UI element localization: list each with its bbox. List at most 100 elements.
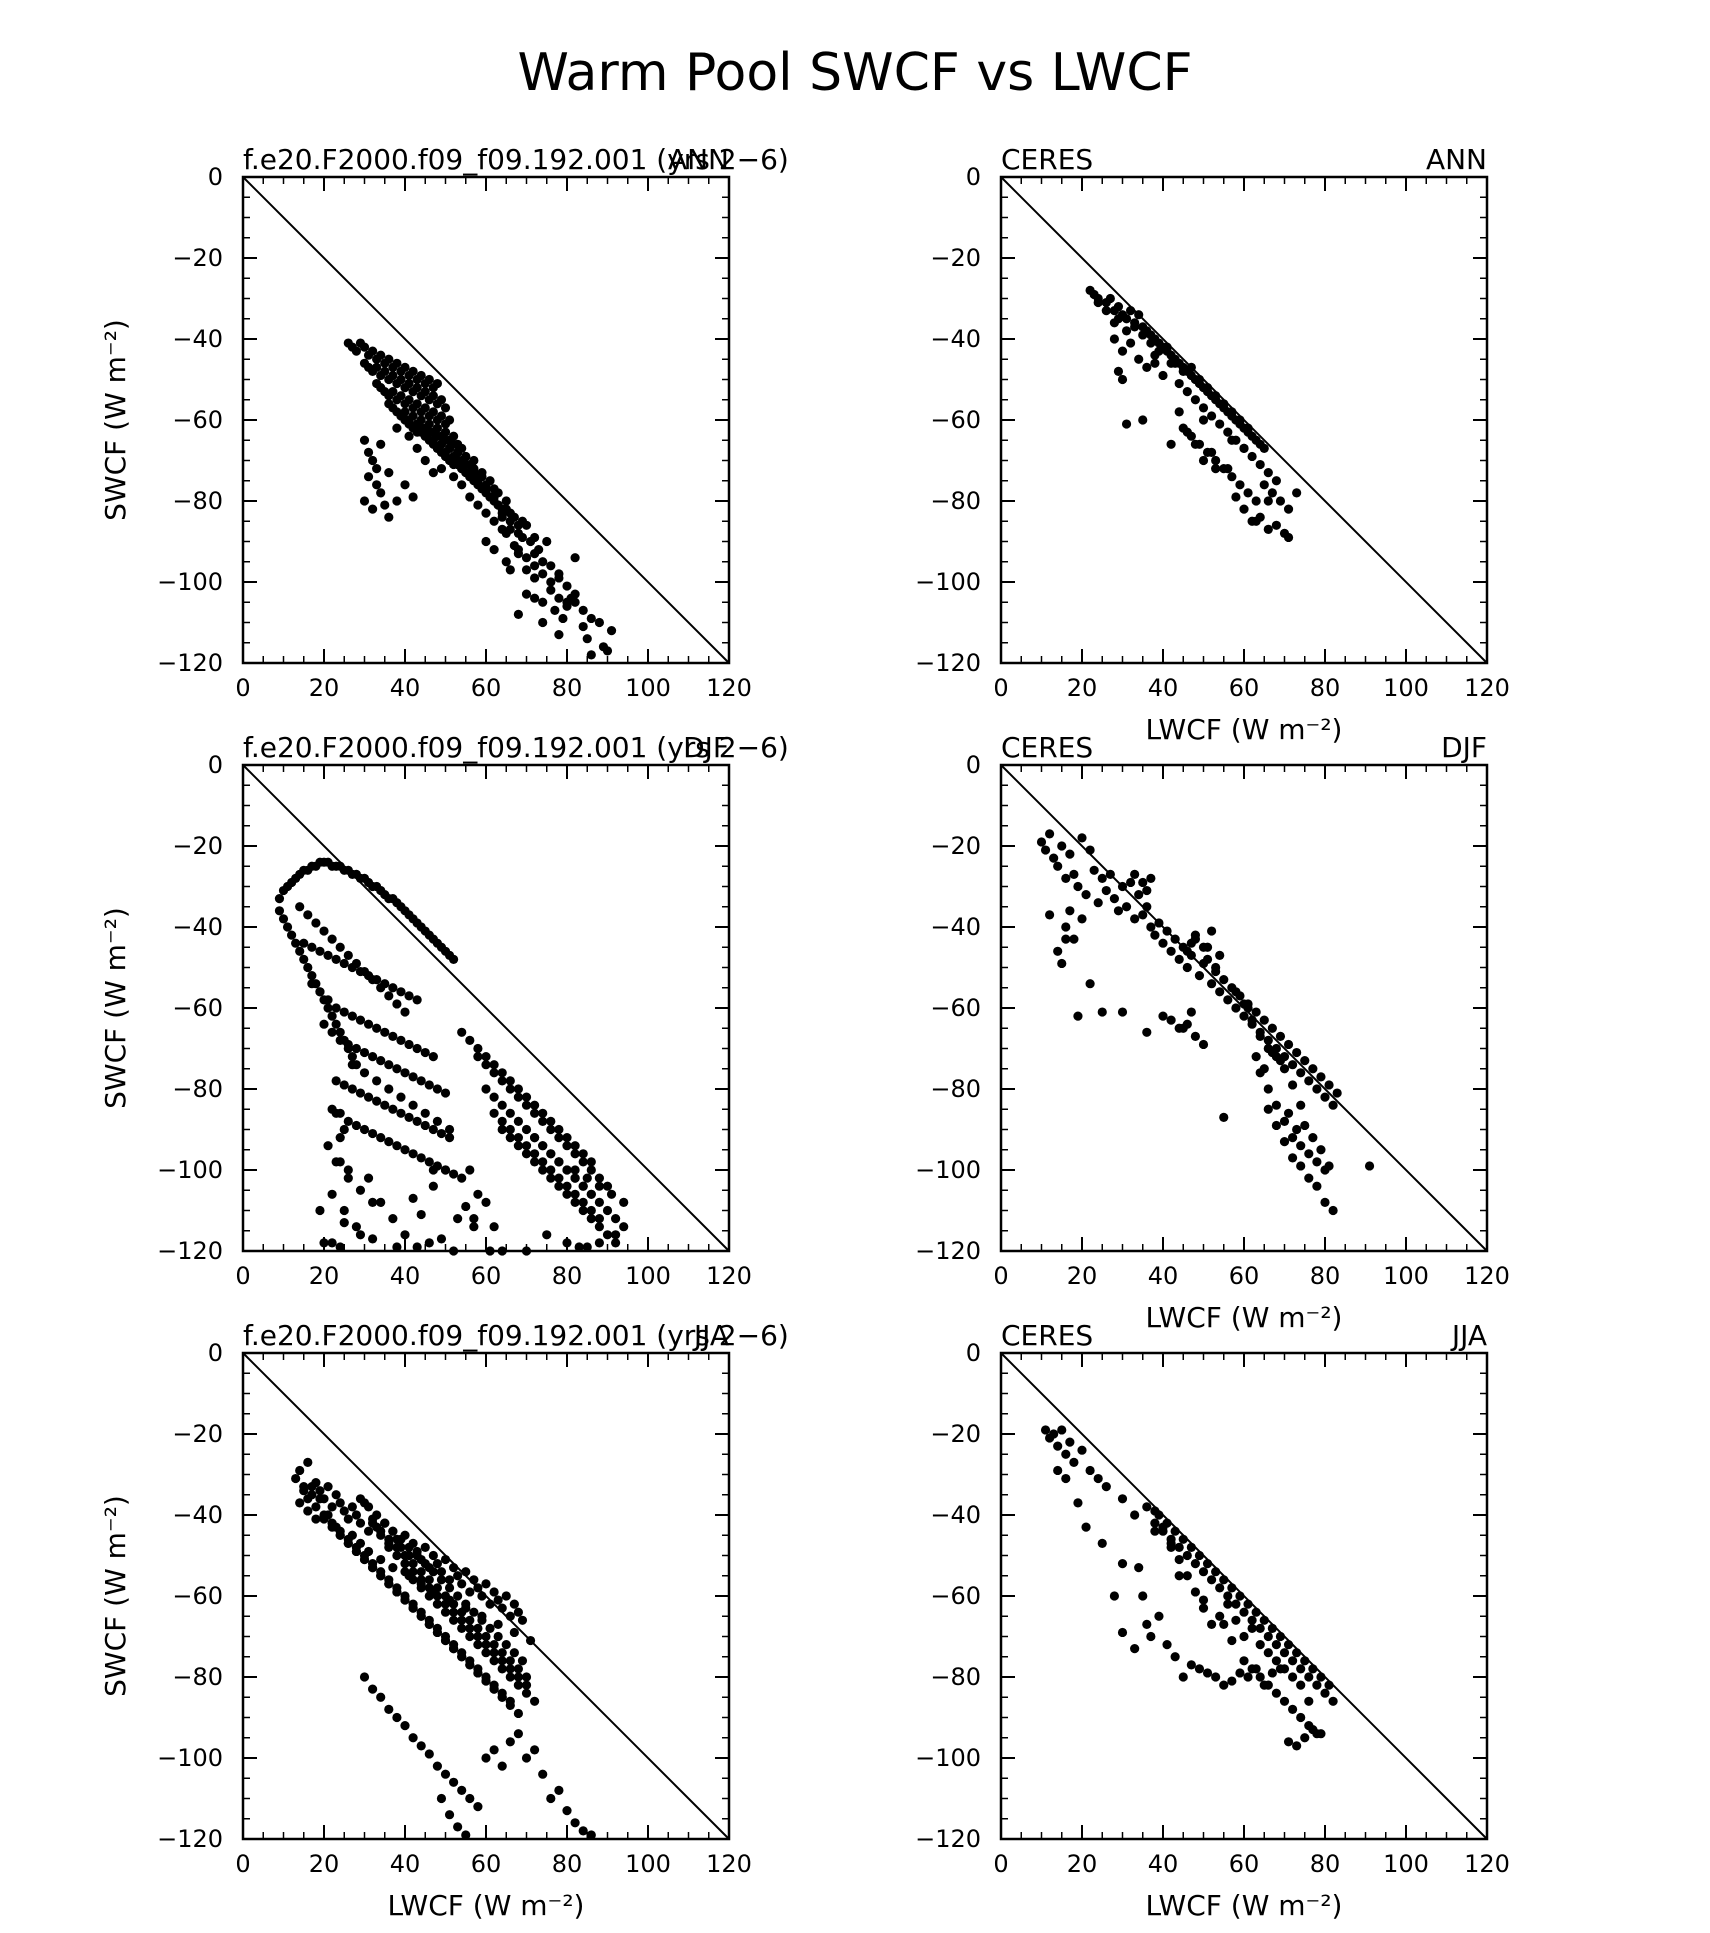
scatter-point [1219, 1680, 1229, 1690]
axis-ticks [242, 764, 730, 1252]
scatter-point [412, 383, 422, 393]
scatter-point [343, 1116, 353, 1126]
scatter-point [347, 1502, 357, 1512]
scatter-point [1174, 1023, 1184, 1033]
scatter-point [489, 545, 499, 555]
scatter-point [481, 536, 491, 547]
x-tick-label: 0 [993, 1262, 1008, 1290]
scatter-point [1312, 1181, 1322, 1191]
scatter-point [1267, 1623, 1277, 1633]
scatter-point [400, 407, 410, 417]
scatter-point [1316, 1072, 1326, 1082]
scatter-point [404, 395, 414, 405]
scatter-point [465, 492, 475, 502]
scatter-point [497, 1664, 507, 1674]
scatter-point [424, 1157, 434, 1167]
scatter-point [359, 1672, 370, 1682]
scatter-point [1194, 971, 1205, 981]
scatter-point [412, 443, 422, 453]
scatter-point [1198, 1603, 1209, 1613]
y-tick-label: −100 [915, 568, 981, 596]
scatter-point [384, 354, 394, 364]
x-tick-label: 80 [1310, 1850, 1341, 1878]
scatter-point [521, 1672, 532, 1682]
scatter-point [521, 565, 532, 575]
scatter-point [392, 1550, 402, 1561]
scatter-point [497, 1068, 507, 1078]
scatter-point [538, 557, 548, 567]
scatter-point [497, 524, 507, 534]
scatter-point [461, 1830, 471, 1840]
scatter-point [1312, 1157, 1322, 1167]
scatter-point [1202, 1559, 1213, 1569]
scatter-point [404, 991, 414, 1001]
scatter-point [396, 1035, 406, 1045]
x-tick-label: 20 [1067, 1262, 1098, 1290]
scatter-point [465, 1165, 475, 1175]
scatter-point [1178, 1672, 1188, 1682]
x-axis-title: LWCF (W m⁻²) [1146, 713, 1343, 746]
scatter-point [1364, 1161, 1375, 1171]
scatter-point [1211, 962, 1221, 973]
scatter-point [513, 1680, 524, 1690]
scatter-point [1085, 979, 1095, 989]
y-tick-label: −80 [172, 1075, 223, 1103]
x-tick-label: 20 [309, 674, 340, 702]
scatter-point [436, 395, 447, 405]
scatter-point [1300, 1120, 1310, 1131]
scatter-point [505, 1084, 515, 1094]
scatter-point [412, 399, 422, 409]
scatter-point [457, 1785, 467, 1795]
scatter-point [420, 455, 430, 466]
y-tick-label: −120 [157, 649, 223, 677]
scatter-point [570, 1165, 580, 1175]
scatter-point [1182, 1550, 1192, 1561]
scatter-point [505, 1108, 515, 1118]
scatter-point [359, 1047, 370, 1058]
scatter-point [521, 553, 532, 563]
scatter-point [331, 1490, 341, 1500]
scatter-point [1198, 1039, 1209, 1050]
scatter-point [1227, 1583, 1237, 1593]
reference-line [242, 176, 730, 664]
scatter-point [481, 1197, 491, 1207]
scatter-point [1190, 930, 1200, 940]
scatter-point [1283, 532, 1294, 543]
scatter-point [363, 971, 374, 981]
scatter-points [1040, 1425, 1338, 1751]
scatter-point [1036, 837, 1047, 847]
scatter-point [578, 1826, 588, 1836]
scatter-point [1231, 987, 1241, 997]
scatter-point [331, 954, 341, 965]
scatter-point [1279, 1137, 1290, 1147]
scatter-point [1105, 869, 1115, 879]
scatter-point [412, 995, 422, 1005]
scatter-point [1170, 934, 1180, 944]
scatter-point [1150, 350, 1160, 360]
scatter-point [420, 387, 430, 397]
scatter-point [538, 1141, 548, 1151]
scatter-point [440, 1607, 451, 1617]
scatter-point [1271, 520, 1281, 530]
scatter-point [481, 1753, 491, 1763]
scatter-point [501, 496, 511, 506]
scatter-point [335, 1498, 345, 1508]
scatter-point [554, 1133, 564, 1143]
scatter-point [521, 1688, 532, 1698]
scatter-point [505, 1664, 515, 1674]
scatter-point [457, 1027, 467, 1037]
scatter-point [404, 1571, 414, 1581]
y-tick-label: −40 [172, 325, 223, 353]
scatter-point [359, 1124, 370, 1135]
scatter-point [1251, 1664, 1261, 1674]
scatter-point [1150, 1506, 1160, 1516]
panel-right-label: ANN [1426, 143, 1487, 176]
scatter-point [1053, 1441, 1063, 1451]
scatter-point [513, 1141, 524, 1151]
scatter-point [335, 1027, 345, 1037]
scatter-point [513, 1708, 524, 1719]
scatter-point [538, 1769, 548, 1779]
scatter-point [1202, 954, 1213, 965]
panel-5: 0 20 40 60 80 100 120 0 −20 −40 −60 −80 −100 −120 f.e2… [99, 1319, 789, 1922]
scatter-point [1239, 1656, 1249, 1666]
